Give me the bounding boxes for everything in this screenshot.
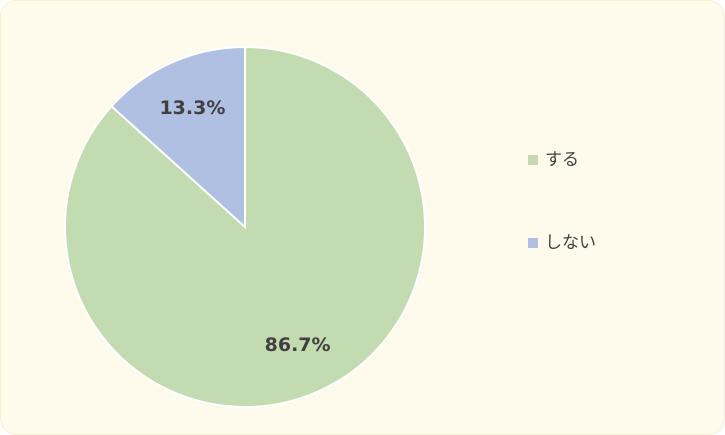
pie-slice xyxy=(110,45,246,230)
legend-swatch xyxy=(528,238,538,248)
legend-swatch xyxy=(528,155,538,165)
legend-label: する xyxy=(545,150,579,170)
legend-label: しない xyxy=(545,233,596,253)
data-label: 86.7% xyxy=(265,334,331,356)
data-label: 13.3% xyxy=(159,97,225,119)
